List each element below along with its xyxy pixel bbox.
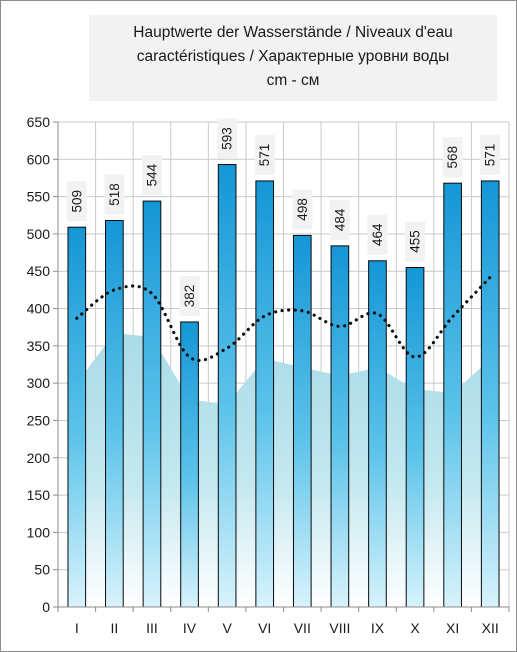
x-tick-label: VIII <box>329 620 350 636</box>
x-tick-label: XII <box>482 620 499 636</box>
y-tick-label: 550 <box>27 189 51 205</box>
data-label: 518 <box>107 183 122 206</box>
chart-title-line-2: caractéristiques / Характерные уровни во… <box>136 48 450 65</box>
y-tick-label: 350 <box>27 338 51 354</box>
data-label: 568 <box>445 146 460 169</box>
chart-title-line-1: Hauptwerte der Wasserstände / Niveaux d'… <box>133 24 453 41</box>
x-tick-label: II <box>110 620 118 636</box>
y-tick-label: 600 <box>27 151 51 167</box>
data-label: 498 <box>295 198 310 221</box>
bar-XII <box>480 180 500 608</box>
x-tick-label: VI <box>258 620 271 636</box>
data-label: 464 <box>370 223 385 246</box>
x-tick-label: I <box>75 620 79 636</box>
data-label: 484 <box>332 208 347 231</box>
y-tick-label: 500 <box>27 226 51 242</box>
bar-VII <box>292 234 312 608</box>
data-label: 571 <box>257 144 272 167</box>
data-label-box <box>367 214 388 255</box>
data-label: 509 <box>69 190 84 213</box>
data-label: 455 <box>408 230 423 253</box>
x-tick-label: XI <box>446 620 459 636</box>
chart-title-box: Hauptwerte der Wasserstände / Niveaux d'… <box>89 15 497 101</box>
bar-X <box>405 267 425 608</box>
y-tick-label: 450 <box>27 263 51 279</box>
dotted-line-series <box>75 275 492 363</box>
data-label-box <box>329 199 350 240</box>
y-tick-label: 50 <box>34 562 50 578</box>
data-label: 571 <box>483 144 498 167</box>
y-tick-label: 150 <box>27 487 51 503</box>
data-label: 593 <box>220 127 235 150</box>
x-tick-label: IX <box>371 620 385 636</box>
data-label-box <box>292 189 313 230</box>
bar-XI <box>443 182 462 608</box>
data-label-box <box>141 155 162 196</box>
bar-IV <box>180 321 199 608</box>
bar-V <box>217 164 237 608</box>
bar-VIII <box>330 245 350 608</box>
data-label: 544 <box>144 163 159 186</box>
area-series <box>76 333 491 607</box>
x-tick-label: VII <box>294 620 311 636</box>
bar-III <box>142 200 162 608</box>
y-tick-label: 400 <box>27 301 51 317</box>
bar-I <box>67 226 87 608</box>
bar-VI <box>255 180 275 608</box>
y-tick-label: 0 <box>42 599 50 615</box>
data-label-box <box>179 275 200 316</box>
data-label-box <box>442 137 463 178</box>
x-tick-label: V <box>222 620 232 636</box>
y-tick-label: 250 <box>27 412 51 428</box>
data-label-box <box>405 221 426 262</box>
y-tick-label: 100 <box>27 524 51 540</box>
data-label-box <box>217 118 238 159</box>
x-tick-label: IV <box>183 620 197 636</box>
x-tick-label: X <box>410 620 420 636</box>
x-tick-label: III <box>146 620 158 636</box>
y-tick-label: 650 <box>27 114 51 130</box>
bar-II <box>105 219 124 608</box>
bar-IX <box>368 260 387 608</box>
y-tick-label: 200 <box>27 450 51 466</box>
data-label-box <box>104 174 125 215</box>
data-label-box <box>254 134 275 175</box>
chart-title-line-3: cm - см <box>266 72 320 89</box>
y-tick-label: 300 <box>27 375 51 391</box>
data-label-box <box>480 134 501 175</box>
data-label: 382 <box>182 285 197 308</box>
data-label-box <box>66 181 87 222</box>
